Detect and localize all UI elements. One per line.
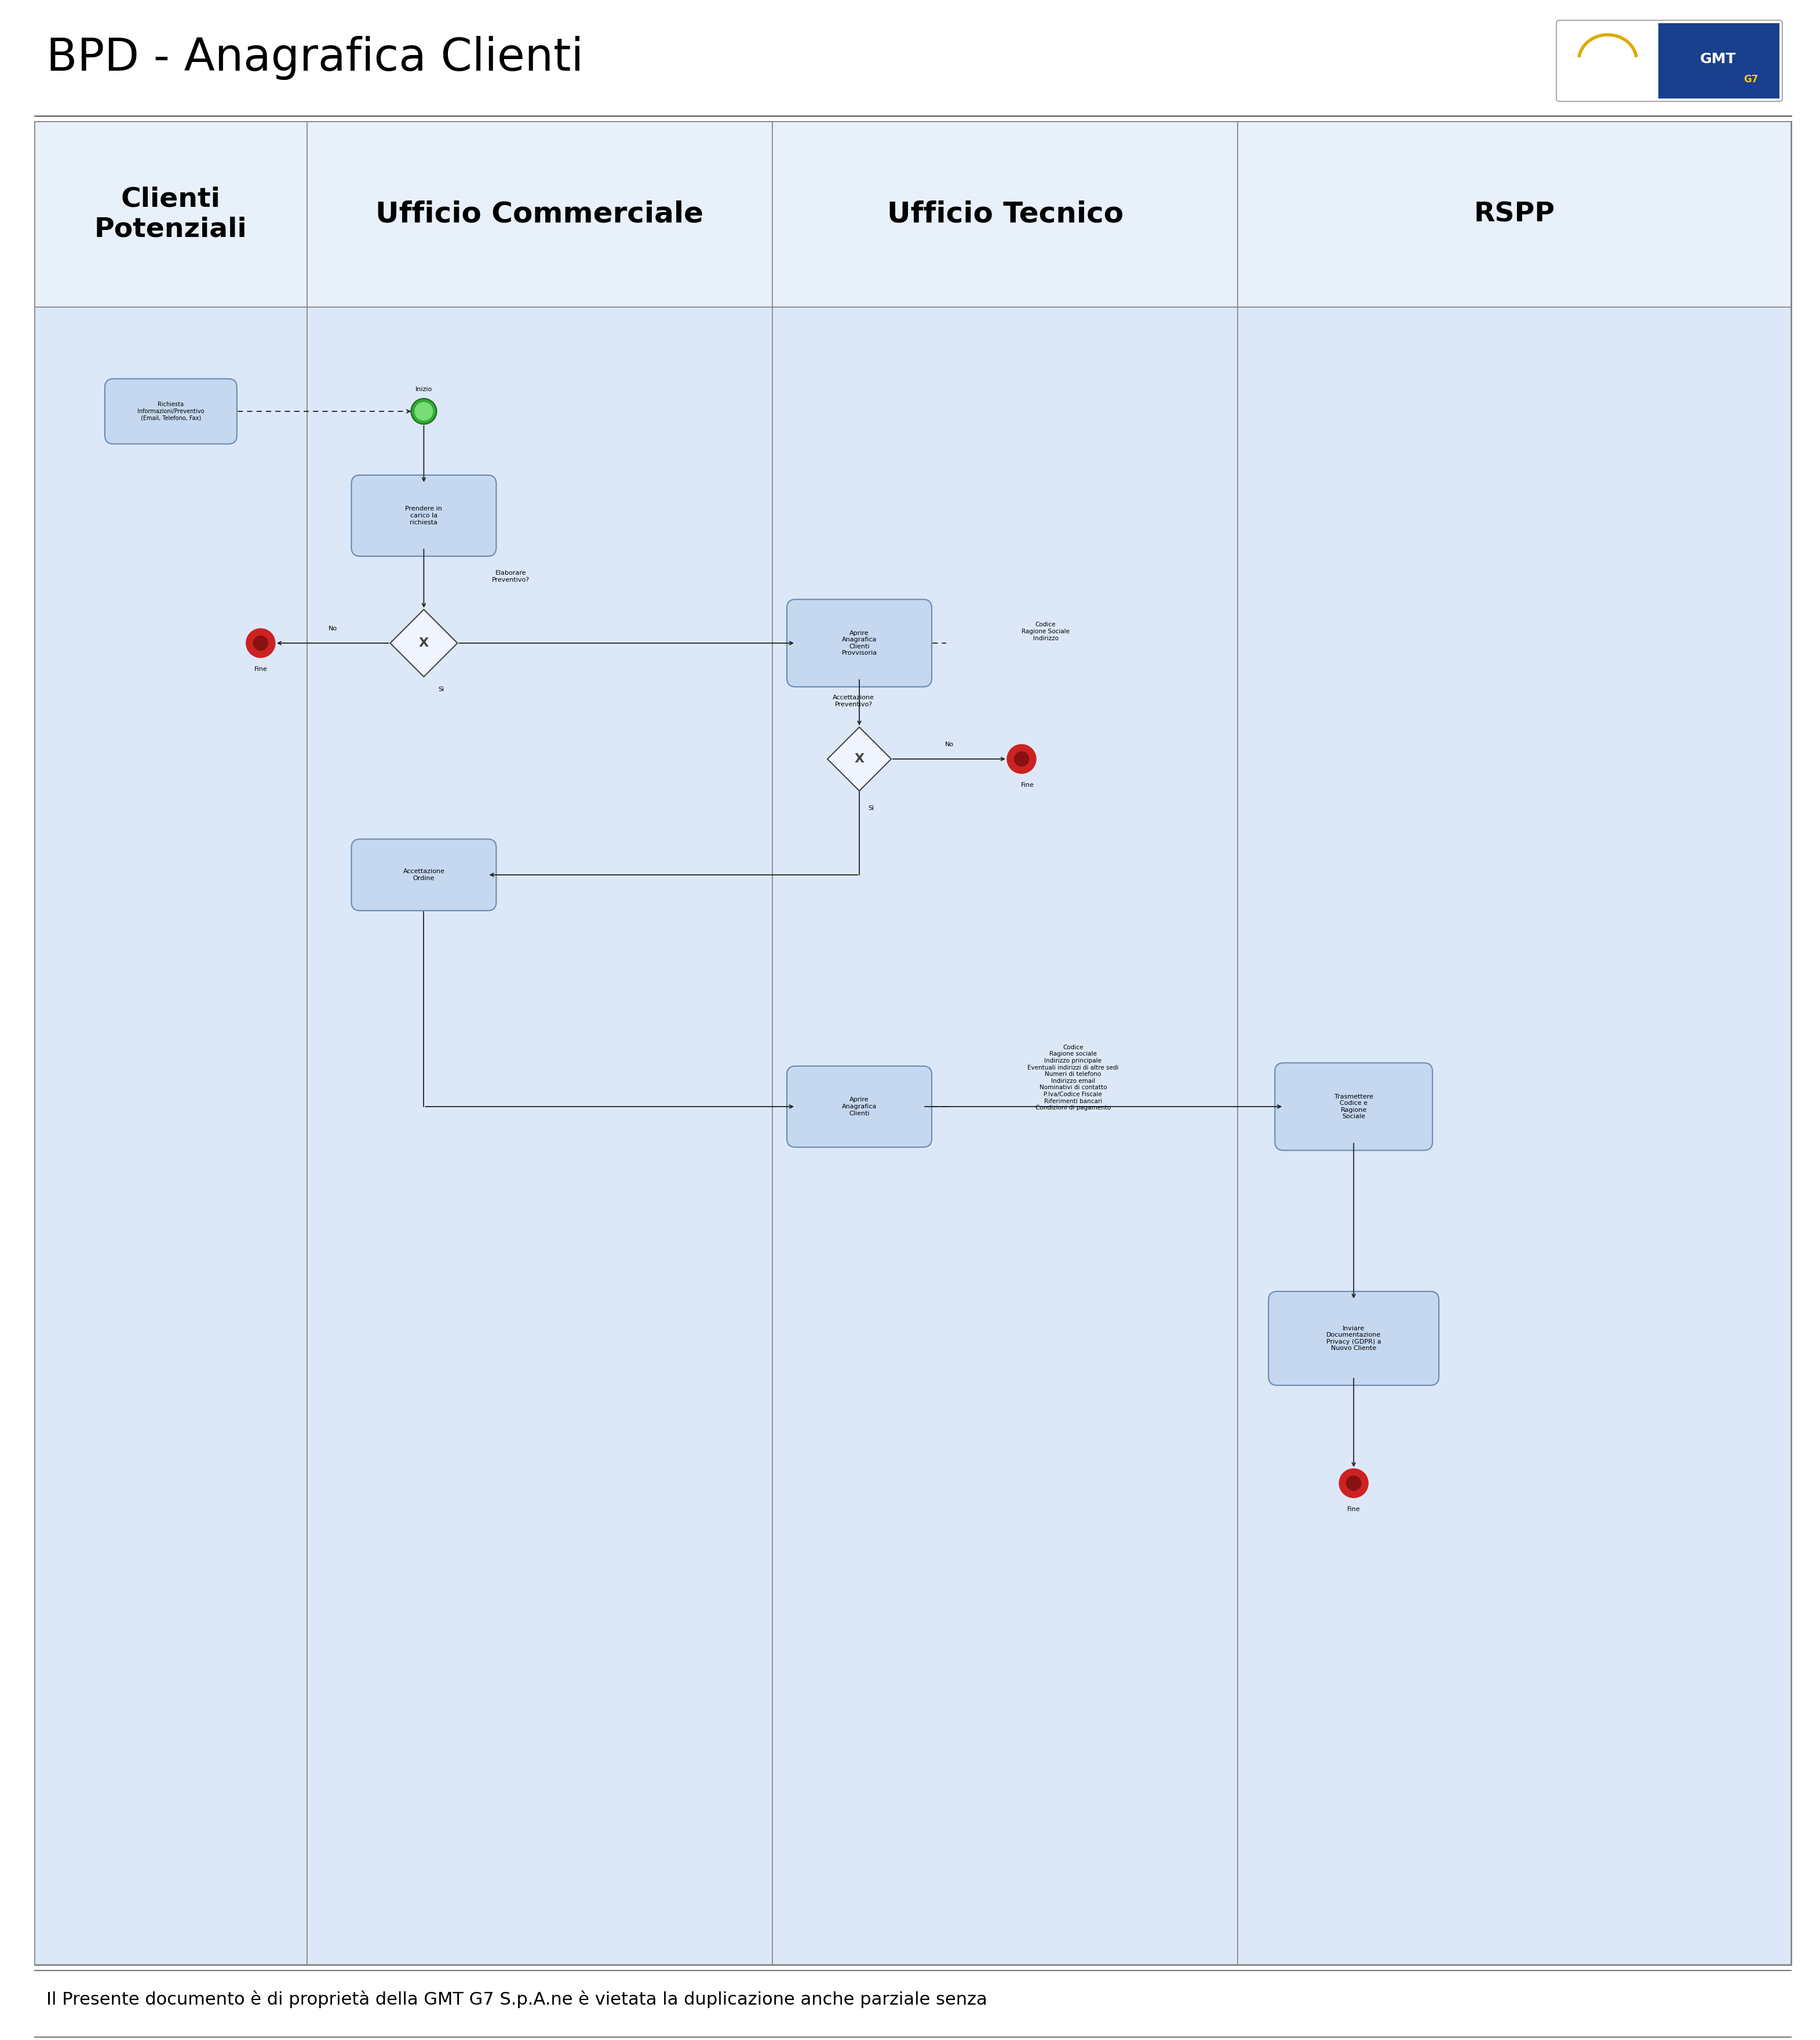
FancyBboxPatch shape	[772, 122, 1238, 308]
Text: Aprire
Anagrafica
Clienti: Aprire Anagrafica Clienti	[843, 1098, 877, 1116]
Circle shape	[253, 636, 268, 651]
Text: No: No	[328, 626, 337, 632]
FancyBboxPatch shape	[308, 308, 772, 1965]
Text: Prendere in
carico la
richiesta: Prendere in carico la richiesta	[406, 506, 442, 524]
Circle shape	[1006, 745, 1036, 773]
Text: Aprire
Anagrafica
Clienti
Provvisoria: Aprire Anagrafica Clienti Provvisoria	[841, 630, 877, 657]
FancyBboxPatch shape	[35, 122, 1791, 308]
Circle shape	[1014, 753, 1028, 767]
Text: RSPP: RSPP	[1474, 202, 1554, 226]
Text: Il Presente documento è di proprietà della GMT G7 S.p.A.ne è vietata la duplicaz: Il Presente documento è di proprietà del…	[46, 1991, 986, 2007]
Text: X: X	[419, 636, 430, 649]
Text: G7: G7	[1744, 73, 1758, 86]
Text: Clienti
Potenziali: Clienti Potenziali	[95, 186, 248, 243]
Text: BPD - Anagrafica Clienti: BPD - Anagrafica Clienti	[46, 37, 584, 80]
Text: Ufficio Commerciale: Ufficio Commerciale	[375, 200, 704, 228]
Text: Sì: Sì	[868, 806, 874, 812]
Text: Sì: Sì	[439, 687, 444, 692]
Text: Fine: Fine	[1347, 1506, 1360, 1512]
FancyBboxPatch shape	[1238, 122, 1791, 308]
FancyBboxPatch shape	[1238, 308, 1791, 1965]
Text: Accettazione
Preventivo?: Accettazione Preventivo?	[834, 696, 874, 708]
Circle shape	[415, 402, 433, 420]
Text: No: No	[945, 743, 954, 747]
Text: Accettazione
Ordine: Accettazione Ordine	[402, 869, 444, 881]
FancyBboxPatch shape	[351, 838, 497, 910]
Text: GMT: GMT	[1700, 53, 1736, 65]
Text: Codice
Ragione sociale
Indirizzo principale
Eventuali indirizzi di altre sedi
Nu: Codice Ragione sociale Indirizzo princip…	[1026, 1044, 1119, 1112]
Text: Ufficio Tecnico: Ufficio Tecnico	[886, 200, 1123, 228]
Text: X: X	[854, 753, 864, 765]
Circle shape	[246, 628, 275, 657]
Text: Trasmettere
Codice e
Ragione
Sociale: Trasmettere Codice e Ragione Sociale	[1334, 1093, 1372, 1120]
Polygon shape	[389, 610, 457, 677]
Circle shape	[411, 398, 437, 424]
FancyBboxPatch shape	[106, 379, 237, 445]
FancyBboxPatch shape	[1556, 20, 1782, 102]
FancyBboxPatch shape	[1269, 1291, 1440, 1385]
Text: Fine: Fine	[255, 667, 268, 671]
Text: Codice
Ragione Sociale
Indirizzo: Codice Ragione Sociale Indirizzo	[1021, 622, 1070, 641]
Polygon shape	[828, 726, 892, 792]
FancyBboxPatch shape	[1274, 1063, 1432, 1151]
FancyBboxPatch shape	[35, 122, 1791, 1965]
Text: Inizio: Inizio	[415, 386, 433, 392]
Text: Richiesta
Informazioni/Preventivo
(Email, Telefono, Fax): Richiesta Informazioni/Preventivo (Email…	[138, 402, 204, 420]
FancyBboxPatch shape	[35, 122, 308, 308]
FancyBboxPatch shape	[772, 308, 1238, 1965]
Text: Elaborare
Preventivo?: Elaborare Preventivo?	[491, 571, 530, 583]
Circle shape	[1347, 1477, 1361, 1491]
FancyBboxPatch shape	[1658, 22, 1780, 98]
FancyBboxPatch shape	[786, 1067, 932, 1146]
Circle shape	[1340, 1469, 1369, 1497]
FancyBboxPatch shape	[35, 308, 308, 1965]
FancyBboxPatch shape	[786, 600, 932, 687]
Text: Fine: Fine	[1021, 781, 1034, 787]
FancyBboxPatch shape	[351, 475, 497, 557]
Text: Inviare
Documentazione
Privacy (GDPR) a
Nuovo Cliente: Inviare Documentazione Privacy (GDPR) a …	[1327, 1326, 1381, 1350]
FancyBboxPatch shape	[308, 122, 772, 308]
